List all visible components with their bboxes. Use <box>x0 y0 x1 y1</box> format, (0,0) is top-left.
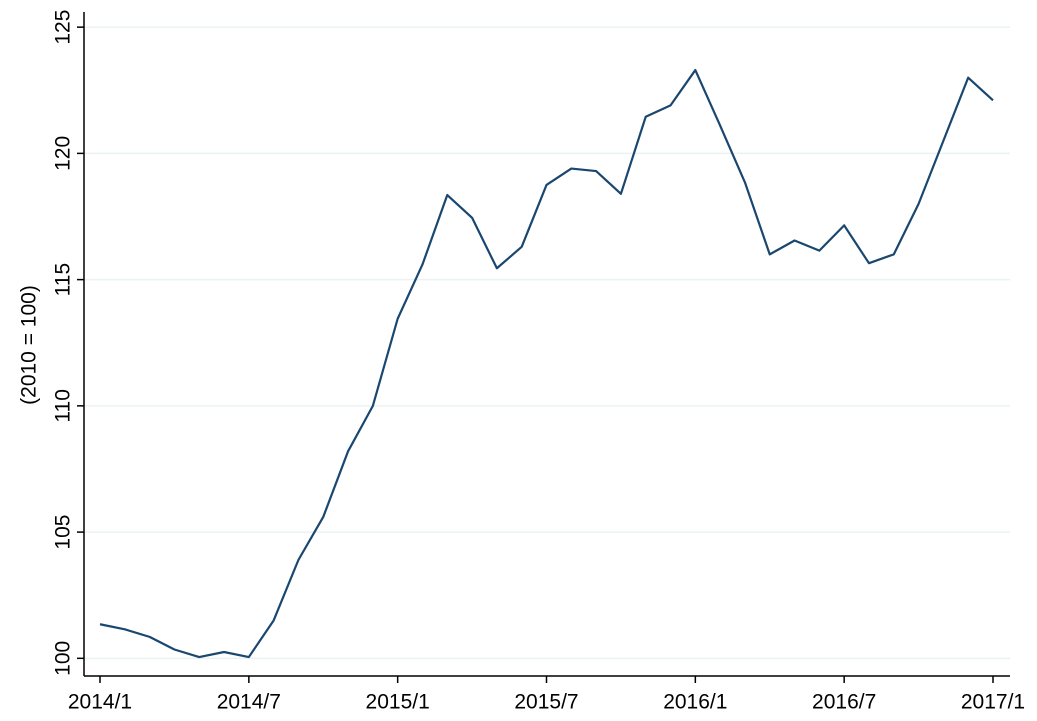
x-tick-label: 2014/1 <box>68 691 132 714</box>
x-tick-label: 2015/7 <box>514 691 578 714</box>
x-tick-label: 2016/7 <box>812 691 876 714</box>
data-line <box>99 68 994 659</box>
x-tick-label: 2015/1 <box>366 691 430 714</box>
x-tick-label: 2014/7 <box>217 691 281 714</box>
y-tick-label: 110 <box>52 389 75 422</box>
y-axis-title: (2010 = 100) <box>18 285 41 405</box>
y-tick-label: 100 <box>52 641 75 676</box>
y-tick-label: 125 <box>52 10 75 45</box>
x-tick-label: 2016/1 <box>663 691 727 714</box>
x-tick-label: 2017/1 <box>961 691 1025 714</box>
y-tick-label: 105 <box>52 515 75 550</box>
y-tick-label: 120 <box>52 136 75 171</box>
y-tick-label: 115 <box>52 263 75 296</box>
